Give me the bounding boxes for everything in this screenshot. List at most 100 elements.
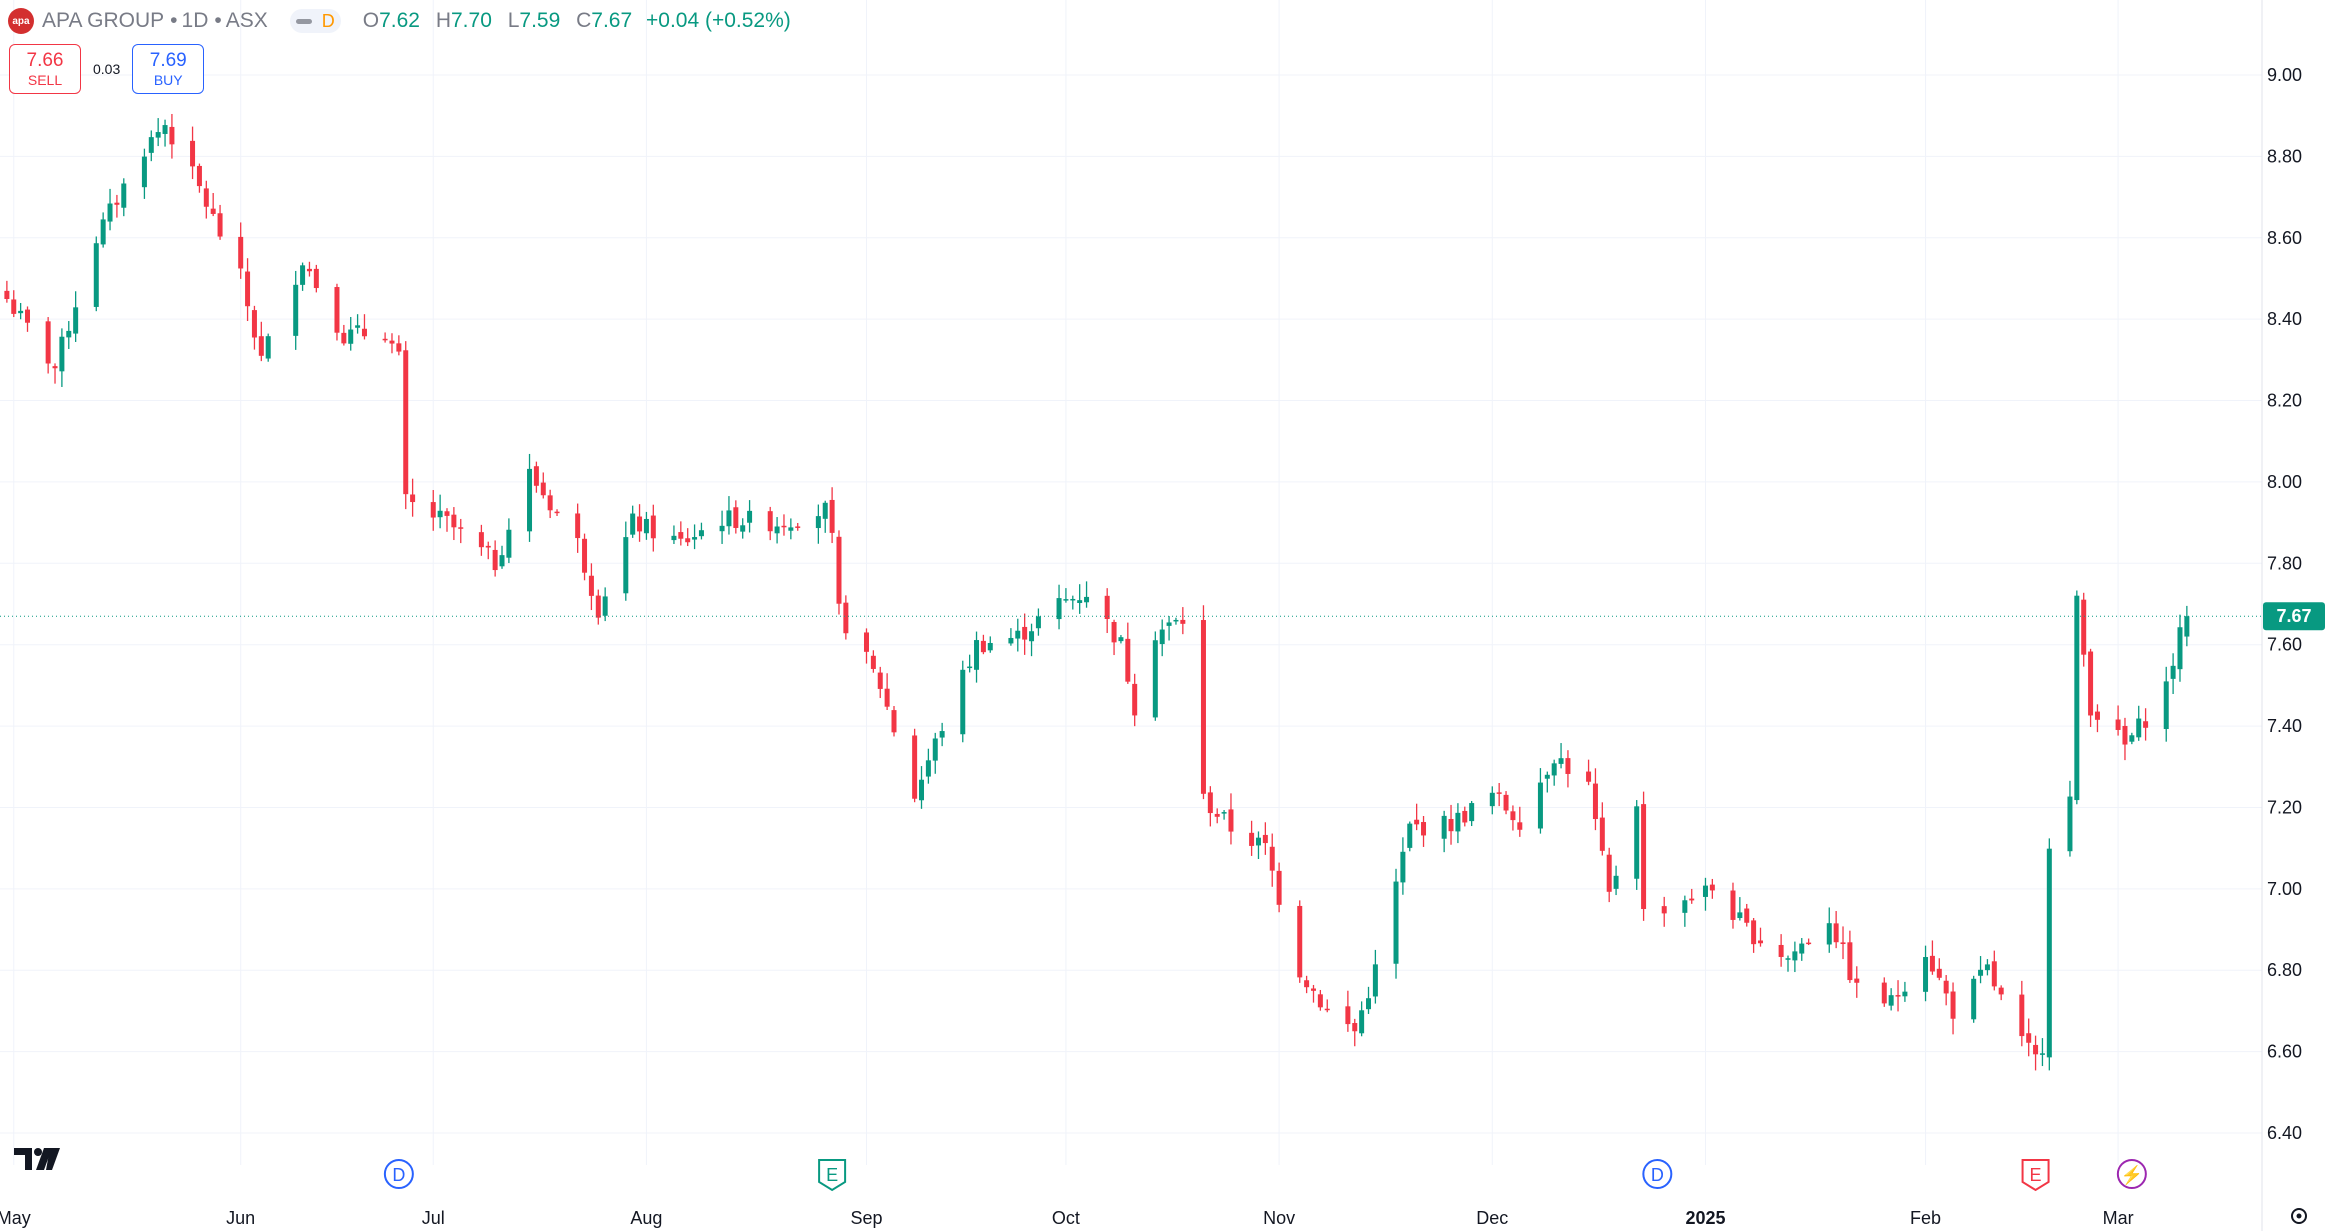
candle-body[interactable] [1118, 637, 1124, 642]
candle-body[interactable] [430, 502, 436, 518]
candle-body[interactable] [554, 511, 560, 514]
candle-body[interactable] [1304, 980, 1310, 988]
candle-body[interactable] [210, 208, 216, 214]
candle-body[interactable] [2033, 1044, 2039, 1055]
candle-body[interactable] [932, 738, 938, 761]
candle-body[interactable] [1324, 1008, 1330, 1011]
market-status-badge[interactable]: D [289, 9, 341, 33]
candle-body[interactable] [781, 525, 787, 528]
candle-body[interactable] [1352, 1023, 1358, 1032]
split-marker-shape[interactable] [2116, 1159, 2147, 1189]
candle-body[interactable] [114, 202, 120, 205]
candle-body[interactable] [2039, 1053, 2045, 1055]
candle-body[interactable] [444, 511, 450, 516]
candle-body[interactable] [238, 236, 244, 269]
candle-body[interactable] [1393, 881, 1399, 964]
candle-body[interactable] [919, 779, 925, 801]
candle-body[interactable] [1345, 1006, 1351, 1025]
candle-body[interactable] [2026, 1033, 2032, 1043]
candle-body[interactable] [1661, 906, 1667, 914]
candle-body[interactable] [52, 366, 58, 369]
exchange[interactable]: ASX [225, 9, 268, 32]
candle-body[interactable] [733, 507, 739, 528]
candle-body[interactable] [196, 165, 202, 187]
candle-body[interactable] [265, 336, 271, 359]
candle-body[interactable] [1737, 912, 1743, 919]
candle-body[interactable] [11, 299, 17, 314]
candle-body[interactable] [1448, 818, 1454, 832]
candle-body[interactable] [458, 527, 464, 529]
candle-body[interactable] [1599, 817, 1605, 851]
candle-body[interactable] [650, 515, 656, 539]
candle-body[interactable] [1709, 884, 1715, 891]
candle-body[interactable] [1943, 980, 1949, 994]
candle-body[interactable] [1029, 631, 1035, 642]
candle-body[interactable] [630, 513, 636, 535]
candle-body[interactable] [1895, 995, 1901, 997]
buy-button[interactable]: 7.69 BUY [132, 44, 205, 94]
candle-body[interactable] [1840, 942, 1846, 945]
dividend-marker-shape[interactable] [383, 1159, 414, 1189]
candle-body[interactable] [747, 510, 753, 523]
candle-body[interactable] [2163, 681, 2169, 730]
candle-body[interactable] [1125, 638, 1131, 682]
candle-body[interactable] [1991, 961, 1997, 987]
candle-body[interactable] [575, 513, 581, 539]
candle-body[interactable] [1984, 964, 1990, 971]
candle-body[interactable] [437, 510, 443, 518]
candle-body[interactable] [967, 666, 973, 669]
candle-body[interactable] [1929, 955, 1935, 972]
candle-body[interactable] [410, 494, 416, 503]
candle-body[interactable] [1310, 988, 1316, 991]
candle-body[interactable] [2129, 735, 2135, 742]
candle-body[interactable] [1035, 616, 1041, 629]
candle-body[interactable] [692, 537, 698, 540]
candle-body[interactable] [334, 287, 340, 333]
candle-body[interactable] [1255, 837, 1261, 846]
dividend-marker-shape[interactable] [1642, 1159, 1673, 1189]
candle-body[interactable] [382, 338, 388, 341]
candle-body[interactable] [588, 575, 594, 596]
candle-body[interactable] [2019, 994, 2025, 1037]
candle-body[interactable] [1592, 783, 1598, 820]
candle-body[interactable] [1503, 794, 1509, 811]
candle-body[interactable] [1063, 599, 1069, 601]
candle-body[interactable] [1297, 905, 1303, 978]
candle-body[interactable] [829, 499, 835, 533]
candle-body[interactable] [1923, 957, 1929, 992]
candle-body[interactable] [361, 328, 367, 337]
candle-body[interactable] [2046, 848, 2052, 1058]
candle-body[interactable] [1833, 923, 1839, 943]
candle-body[interactable] [59, 336, 65, 372]
candle-body[interactable] [1565, 758, 1571, 774]
interval[interactable]: 1D [181, 9, 209, 32]
candle-body[interactable] [891, 710, 897, 733]
candlestick-series[interactable] [4, 113, 2190, 1071]
candle-body[interactable] [960, 669, 966, 735]
candle-body[interactable] [107, 203, 113, 222]
candle-body[interactable] [2143, 721, 2149, 728]
candle-body[interactable] [1613, 875, 1619, 889]
candle-body[interactable] [1936, 968, 1942, 978]
candle-body[interactable] [623, 537, 629, 594]
candle-body[interactable] [1785, 958, 1791, 960]
candle-body[interactable] [719, 525, 725, 532]
candle-body[interactable] [1826, 923, 1832, 945]
candle-body[interactable] [1228, 809, 1234, 832]
candle-body[interactable] [300, 265, 306, 285]
candle-body[interactable] [1056, 598, 1062, 620]
sell-button[interactable]: 7.66 SELL [9, 44, 81, 94]
candle-body[interactable] [980, 640, 986, 653]
candle-body[interactable] [1847, 942, 1853, 981]
candle-body[interactable] [987, 642, 993, 651]
candle-body[interactable] [912, 735, 918, 799]
candle-body[interactable] [1689, 898, 1695, 901]
candle-body[interactable] [582, 538, 588, 573]
candle-body[interactable] [1015, 630, 1021, 639]
candle-body[interactable] [974, 640, 980, 670]
candle-body[interactable] [2184, 616, 2190, 637]
candle-body[interactable] [1104, 595, 1110, 620]
candle-body[interactable] [1751, 920, 1757, 945]
candle-body[interactable] [698, 530, 704, 537]
candle-body[interactable] [162, 125, 168, 134]
